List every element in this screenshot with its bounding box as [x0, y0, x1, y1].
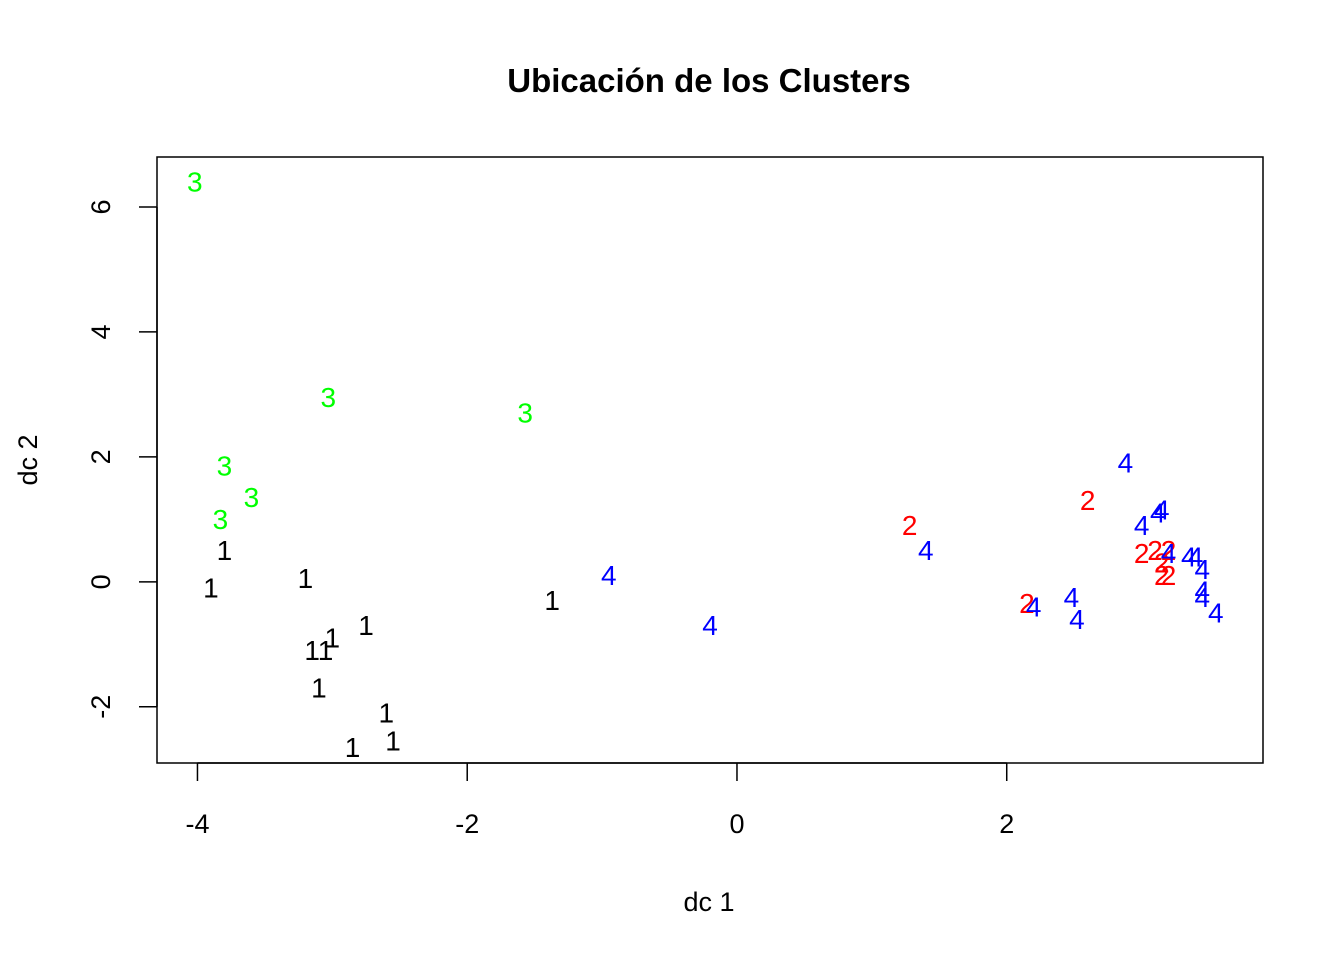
cluster-3-point: 3 — [217, 451, 233, 482]
cluster-2-point: 2 — [1161, 560, 1177, 591]
cluster-4-point: 4 — [601, 560, 617, 591]
cluster-4-point: 4 — [1134, 510, 1150, 541]
cluster-1-point: 1 — [298, 563, 314, 594]
cluster-1-point: 1 — [544, 585, 560, 616]
cluster-4-point: 4 — [918, 535, 934, 566]
cluster-2-point: 2 — [1019, 588, 1035, 619]
cluster-1-point: 1 — [304, 635, 320, 666]
cluster-4-point: 4 — [1161, 538, 1177, 569]
x-axis-label: dc 1 — [683, 887, 734, 917]
cluster-4-point: 4 — [1154, 494, 1170, 525]
x-axis: -4 -2 0 2 — [185, 762, 1014, 839]
cluster-1-point: 1 — [385, 726, 401, 757]
cluster-3-point: 3 — [517, 398, 533, 429]
cluster-4-point: 4 — [702, 610, 718, 641]
x-tick-label: -4 — [185, 809, 209, 839]
cluster-3-point: 3 — [187, 166, 203, 197]
cluster-4-point: 4 — [1181, 541, 1197, 572]
y-tick-label: 6 — [86, 199, 116, 214]
cluster-4-point: 4 — [1195, 554, 1211, 585]
cluster-2-point: 2 — [1161, 535, 1177, 566]
x-tick-label: 0 — [729, 809, 744, 839]
y-tick-label: 2 — [86, 449, 116, 464]
cluster-4-point: 4 — [1195, 576, 1211, 607]
cluster-2-point: 2 — [1154, 560, 1170, 591]
cluster-3-point: 3 — [244, 482, 260, 513]
cluster-2-point: 2 — [1080, 485, 1096, 516]
cluster-1-point: 1 — [345, 732, 361, 763]
cluster-4-point: 4 — [1208, 598, 1224, 629]
y-tick-label: 0 — [86, 574, 116, 589]
cluster-1-point: 1 — [325, 623, 341, 654]
cluster-2-point: 2 — [902, 510, 918, 541]
x-tick-label: 2 — [999, 809, 1014, 839]
cluster-2-point: 2 — [1134, 538, 1150, 569]
cluster-4-point: 4 — [1195, 582, 1211, 613]
cluster-1-point: 1 — [311, 673, 327, 704]
y-axis: -2 0 2 4 6 — [86, 199, 158, 719]
chart-title: Ubicación de los Clusters — [507, 62, 910, 99]
cluster-4-point: 4 — [1150, 498, 1166, 529]
cluster-4-point: 4 — [1069, 604, 1085, 635]
cluster-3-point: 3 — [321, 382, 337, 413]
cluster-4-point: 4 — [1188, 541, 1204, 572]
x-tick-label: -2 — [455, 809, 479, 839]
cluster-1-point: 1 — [318, 635, 334, 666]
cluster-2-point: 2 — [1147, 535, 1163, 566]
y-tick-label: 4 — [86, 324, 116, 339]
y-axis-label: dc 2 — [13, 434, 43, 485]
cluster-3-point: 3 — [213, 504, 229, 535]
cluster-1-point: 1 — [358, 610, 374, 641]
cluster-1-point: 1 — [203, 573, 219, 604]
cluster-1-point: 1 — [379, 698, 395, 729]
cluster-4-point: 4 — [1064, 582, 1080, 613]
y-tick-label: -2 — [86, 695, 116, 719]
cluster-1-point: 1 — [217, 535, 233, 566]
cluster-2-point: 2 — [1154, 548, 1170, 579]
cluster-4-point: 4 — [1118, 448, 1134, 479]
cluster-4-point: 4 — [1026, 591, 1042, 622]
